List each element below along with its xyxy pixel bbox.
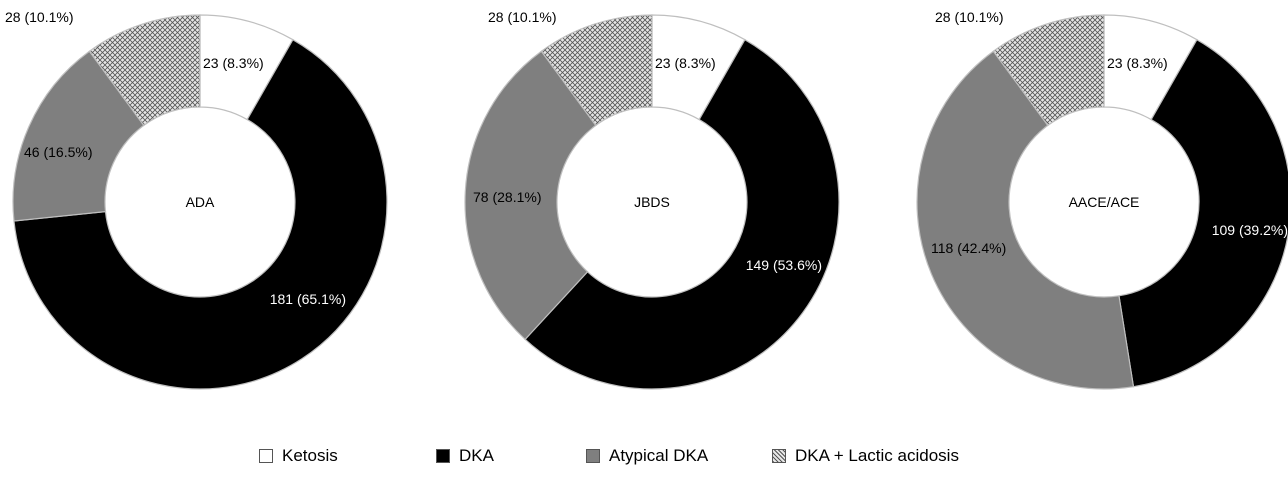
- donut-center-label: ADA: [186, 194, 215, 210]
- legend-item-atypical-dka: Atypical DKA: [586, 446, 708, 466]
- donut-slice-dka: [1118, 38, 1288, 388]
- legend-label: DKA: [459, 446, 494, 465]
- legend-label: Atypical DKA: [609, 446, 709, 465]
- legend-label: DKA + Lactic acidosis: [795, 446, 959, 465]
- donut-slice-dka: [524, 38, 840, 390]
- slice-value-label: 46 (16.5%): [24, 144, 92, 160]
- donut-slice-lactic-acidosis: [540, 14, 653, 127]
- legend-swatch-white: [259, 449, 273, 463]
- legend-item-lactic-acidosis: DKA + Lactic acidosis: [772, 446, 959, 466]
- donut-slice-atypical-dka: [12, 50, 145, 222]
- slice-value-label: 28 (10.1%): [5, 9, 73, 25]
- donut-slice-lactic-acidosis: [88, 14, 201, 127]
- slice-value-label: 109 (39.2%): [1212, 222, 1288, 238]
- donut-slice-atypical-dka: [916, 50, 1135, 390]
- donut-chart-ada: ADA 23 (8.3%) 181 (65.1%) 46 (16.5%) 28 (10.…: [5, 9, 388, 390]
- legend-label: Ketosis: [282, 446, 338, 465]
- slice-value-label: 181 (65.1%): [270, 291, 346, 307]
- slice-value-label: 23 (8.3%): [203, 55, 264, 71]
- donut-chart-aace-ace: AACE/ACE 23 (8.3%) 109 (39.2%) 118 (42.4%) 2…: [916, 9, 1288, 390]
- legend-item-dka: DKA: [436, 446, 494, 466]
- slice-value-label: 78 (28.1%): [473, 189, 541, 205]
- legend-swatch-hatch: [772, 449, 786, 463]
- donut-slice-atypical-dka: [464, 50, 597, 341]
- donut-center-label: AACE/ACE: [1069, 194, 1140, 210]
- slice-value-label: 28 (10.1%): [935, 9, 1003, 25]
- slice-value-label: 23 (8.3%): [1107, 55, 1168, 71]
- donut-chart-jbds: JBDS 23 (8.3%) 149 (53.6%) 78 (28.1%) 28 (10…: [464, 9, 840, 390]
- donut-slice-dka: [13, 38, 388, 390]
- slice-value-label: 28 (10.1%): [488, 9, 556, 25]
- donut-slice-lactic-acidosis: [992, 14, 1105, 127]
- legend-swatch-black: [436, 449, 450, 463]
- legend: Ketosis DKA Atypical DKA DKA + Lactic ac…: [0, 446, 1288, 476]
- legend-item-ketosis: Ketosis: [259, 446, 338, 466]
- legend-swatch-gray: [586, 449, 600, 463]
- donut-center-label: JBDS: [634, 194, 670, 210]
- slice-value-label: 23 (8.3%): [655, 55, 716, 71]
- slice-value-label: 118 (42.4%): [931, 240, 1006, 256]
- slice-value-label: 149 (53.6%): [746, 257, 822, 273]
